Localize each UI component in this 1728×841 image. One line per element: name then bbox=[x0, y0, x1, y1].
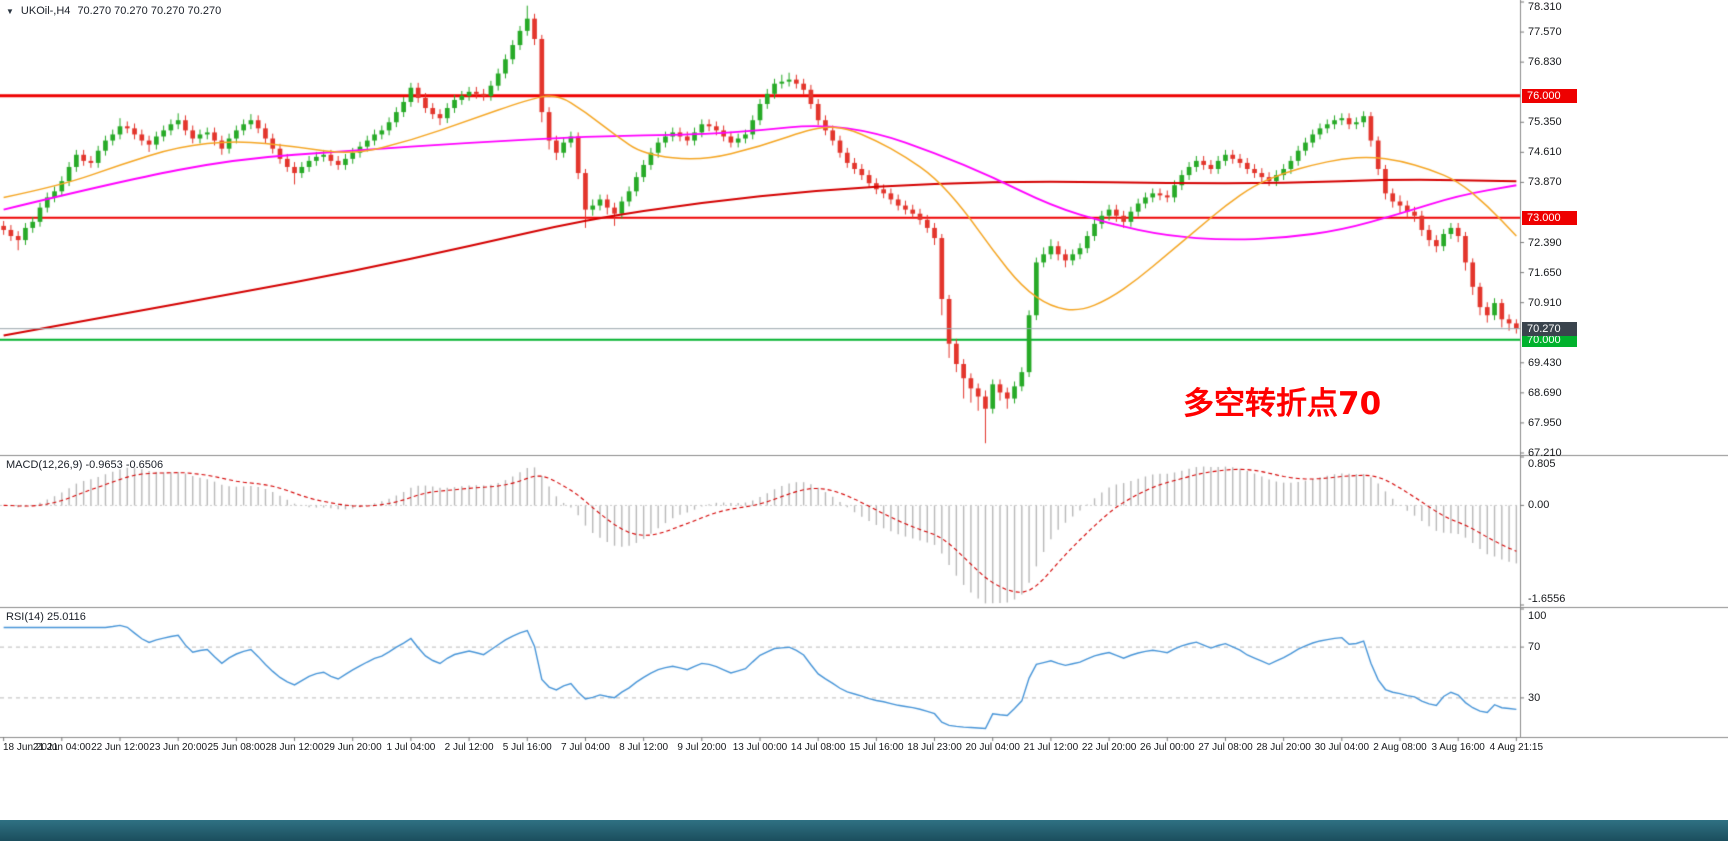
time-axis-label: 2 Jul 12:00 bbox=[444, 742, 494, 753]
time-axis-label: 18 Jun 2021 bbox=[3, 742, 59, 753]
ohlc-readout: 70.270 70.270 70.270 70.270 bbox=[77, 5, 222, 17]
price-tick-label: 70.910 bbox=[1528, 296, 1562, 309]
price-tick-label: 72.390 bbox=[1528, 236, 1562, 249]
time-axis-label: 18 Jul 23:00 bbox=[907, 742, 962, 753]
time-axis-label: 20 Jul 04:00 bbox=[965, 742, 1020, 753]
rsi-tick-label: 30 bbox=[1528, 691, 1541, 704]
macd-tick-label: -1.6556 bbox=[1528, 593, 1566, 605]
price-tick-label: 69.430 bbox=[1528, 356, 1562, 369]
time-axis-label: 26 Jul 00:00 bbox=[1140, 742, 1195, 753]
time-axis-label: 25 Jun 08:00 bbox=[207, 742, 266, 753]
time-axis-label: 2 Aug 08:00 bbox=[1373, 742, 1427, 753]
price-tick-label: 73.870 bbox=[1528, 176, 1562, 189]
macd-indicator-label: MACD(12,26,9) -0.9653 -0.6506 bbox=[6, 459, 164, 471]
chart-title: ▼ UKOil-,H4 70.270 70.270 70.270 70.270 bbox=[6, 5, 221, 17]
time-axis-label: 27 Jul 08:00 bbox=[1198, 742, 1253, 753]
time-axis-label: 5 Jul 16:00 bbox=[502, 742, 552, 753]
price-tick-label: 67.210 bbox=[1528, 447, 1562, 459]
time-axis-label: 21 Jun 04:00 bbox=[32, 742, 91, 753]
time-axis-label: 21 Jul 12:00 bbox=[1023, 742, 1079, 753]
price-tick-label: 77.570 bbox=[1528, 26, 1562, 39]
time-axis-label: 30 Jul 04:00 bbox=[1314, 742, 1370, 753]
rsi-tick-label: 70 bbox=[1528, 641, 1541, 654]
macd-tick-label: 0.00 bbox=[1528, 499, 1550, 512]
time-axis-label: 23 Jun 20:00 bbox=[149, 742, 208, 753]
symbol-period-label: UKOil-,H4 bbox=[20, 5, 71, 17]
time-axis-label: 22 Jul 20:00 bbox=[1081, 742, 1137, 753]
price-tick-label: 78.310 bbox=[1528, 1, 1562, 13]
time-axis-label: 9 Jul 20:00 bbox=[677, 742, 727, 753]
price-line-label: 76.000 bbox=[1522, 88, 1577, 103]
price-tick-label: 75.350 bbox=[1528, 116, 1562, 129]
annotation-text: 多空转折点70 bbox=[1183, 386, 1382, 422]
price-tick-label: 76.830 bbox=[1528, 56, 1562, 69]
time-axis-label: 1 Jul 04:00 bbox=[386, 742, 436, 753]
time-axis-label: 29 Jun 20:00 bbox=[323, 742, 382, 753]
time-axis-label: 3 Aug 16:00 bbox=[1431, 742, 1485, 753]
price-line-label: 73.000 bbox=[1522, 210, 1577, 225]
price-tick-label: 71.650 bbox=[1528, 266, 1562, 279]
macd-tick-label: 0.805 bbox=[1528, 458, 1556, 470]
time-axis-label: 28 Jun 12:00 bbox=[265, 742, 324, 753]
current-price-label: 70.270 bbox=[1522, 321, 1577, 336]
price-tick-label: 68.690 bbox=[1528, 386, 1562, 399]
rsi-indicator-label: RSI(14) 25.0116 bbox=[6, 611, 86, 623]
time-axis-label: 4 Aug 21:15 bbox=[1489, 742, 1544, 753]
time-axis-label: 15 Jul 16:00 bbox=[849, 742, 904, 753]
taskbar-strip bbox=[0, 820, 1728, 841]
collapse-triangle-icon[interactable]: ▼ bbox=[6, 6, 14, 16]
price-line-label: 70.000 bbox=[1522, 332, 1577, 347]
time-axis-label: 14 Jul 08:00 bbox=[790, 742, 846, 753]
time-axis-label: 7 Jul 04:00 bbox=[560, 742, 610, 753]
time-axis-label: 28 Jul 20:00 bbox=[1256, 742, 1311, 753]
price-tick-label: 67.950 bbox=[1528, 416, 1562, 429]
time-axis-label: 8 Jul 12:00 bbox=[619, 742, 669, 753]
time-axis-label: 13 Jul 00:00 bbox=[732, 742, 788, 753]
price-tick-label: 74.610 bbox=[1528, 146, 1562, 159]
time-axis-label: 22 Jun 12:00 bbox=[91, 742, 149, 753]
rsi-tick-label: 100 bbox=[1528, 610, 1547, 622]
